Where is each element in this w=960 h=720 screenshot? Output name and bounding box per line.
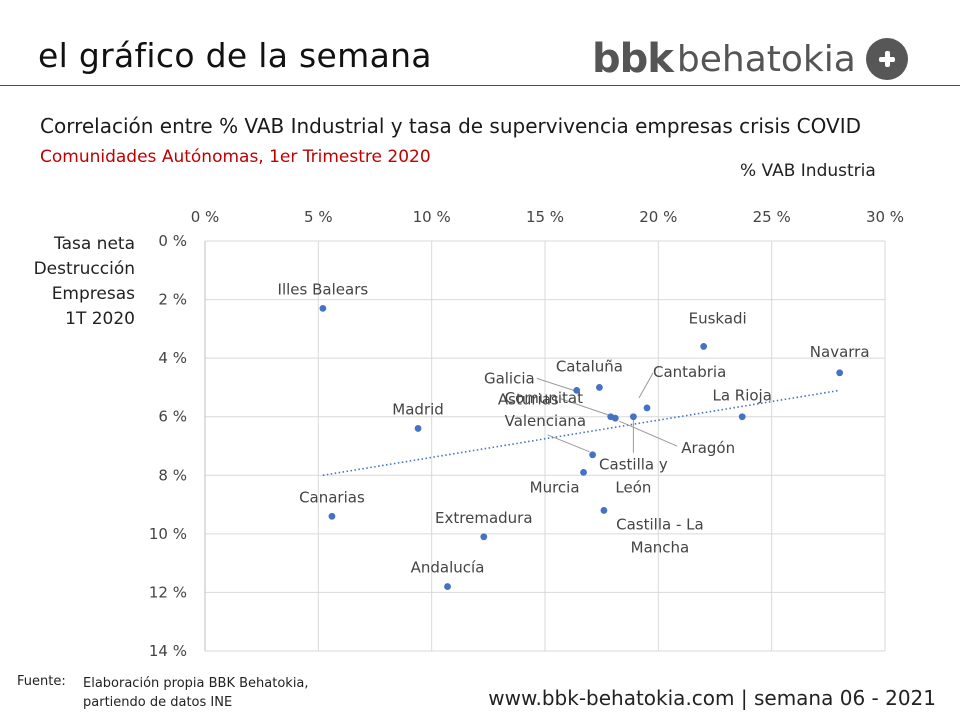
header-divider xyxy=(0,85,960,86)
data-label-line: Aragón xyxy=(681,439,735,457)
brand-name: behatokia xyxy=(676,38,856,80)
data-point xyxy=(414,425,422,432)
x-tick-label: 0 % xyxy=(191,208,220,226)
data-label: Andalucía xyxy=(411,559,485,577)
data-label-line: Comunitat xyxy=(505,389,584,407)
data-point xyxy=(836,369,844,377)
y-tick-label: 10 % xyxy=(149,525,187,543)
y-tick-label: 8 % xyxy=(158,466,187,484)
data-point xyxy=(580,468,587,476)
data-label-line: Madrid xyxy=(392,400,444,418)
page-title: el gráfico de la semana xyxy=(38,36,432,75)
data-label-line: León xyxy=(615,479,651,497)
data-point xyxy=(700,343,708,350)
x-axis-title: % VAB Industria xyxy=(740,161,876,181)
brand-bbk: bbk xyxy=(592,36,674,82)
data-label: Madrid xyxy=(392,400,444,418)
source-line-2: partiendo de datos INE xyxy=(83,695,233,710)
chart-subtitle: Comunidades Autónomas, 1er Trimestre 202… xyxy=(40,147,431,167)
data-label: La Rioja xyxy=(712,387,771,405)
data-label: Aragón xyxy=(681,439,735,457)
data-label-line: Castilla - La xyxy=(616,515,704,533)
data-label-line: Euskadi xyxy=(689,309,747,327)
data-label-line: Illes Balears xyxy=(278,280,369,298)
data-label-line: Canarias xyxy=(299,488,365,506)
data-label: Cataluña xyxy=(556,357,623,375)
y-tick-label: 4 % xyxy=(158,349,187,367)
chart-title: Correlación entre % VAB Industrial y tas… xyxy=(40,114,862,138)
label-leader xyxy=(547,434,590,453)
data-point xyxy=(643,404,651,412)
source-line-1: Elaboración propia BBK Behatokia, xyxy=(83,676,309,691)
data-point xyxy=(328,512,336,520)
source-label: Fuente: xyxy=(17,674,66,689)
data-label: Cantabria xyxy=(653,363,726,381)
trendline xyxy=(322,389,840,477)
y-tick-label: 0 % xyxy=(158,232,187,250)
y-axis-title: Tasa neta Destrucción Empresas 1T 2020 xyxy=(33,234,135,329)
data-label-line: Cataluña xyxy=(556,357,623,375)
data-point xyxy=(589,451,596,459)
data-label-line: Navarra xyxy=(810,343,870,361)
data-label-line: Andalucía xyxy=(411,559,485,577)
data-label: Castilla - La Mancha xyxy=(616,515,704,556)
data-label: Comunitat Valenciana xyxy=(505,389,586,430)
y-tick-label: 2 % xyxy=(158,291,187,309)
data-label: Euskadi xyxy=(689,309,747,327)
data-point xyxy=(480,533,488,541)
brand-logo: bbk behatokia xyxy=(592,34,908,84)
data-label-line: Castilla y xyxy=(599,456,668,474)
y-tick-label: 12 % xyxy=(149,583,187,601)
x-tick-label: 25 % xyxy=(753,208,791,226)
label-leader xyxy=(619,420,678,447)
data-label: Illes Balears xyxy=(278,280,369,298)
chart-ticks: 0 % 5 % 10 % 15 % 20 % 25 % 30 % 0 % 2 % 4 % 6 % 8 … xyxy=(149,208,904,660)
x-tick-label: 30 % xyxy=(866,208,904,226)
data-label: Galicia xyxy=(484,369,535,387)
data-label-line: Mancha xyxy=(631,538,690,556)
data-label: Canarias xyxy=(299,488,365,506)
data-label: Extremadura xyxy=(435,509,533,527)
data-label: Castilla y León xyxy=(599,456,668,497)
data-label-line: Murcia xyxy=(530,478,580,496)
chart-grid xyxy=(204,240,886,652)
label-leader xyxy=(560,398,608,416)
data-label-line: Extremadura xyxy=(435,509,533,527)
data-label-line: Galicia xyxy=(484,369,535,387)
data-point xyxy=(600,507,608,514)
x-tick-label: 20 % xyxy=(639,208,677,226)
data-label-line: La Rioja xyxy=(712,387,771,405)
data-point xyxy=(573,386,581,394)
x-tick-label: 10 % xyxy=(413,208,451,226)
data-point xyxy=(630,413,637,421)
x-tick-label: 5 % xyxy=(304,208,333,226)
label-leaders xyxy=(536,372,678,453)
data-labels: Illes Balears Euskadi Navarra Cataluña Galic… xyxy=(278,280,870,576)
data-label-line: Asturias xyxy=(498,391,559,409)
x-tick-label: 15 % xyxy=(526,208,564,226)
trendline-path xyxy=(322,389,840,477)
plus-icon xyxy=(865,38,908,80)
data-label: Navarra xyxy=(810,343,870,361)
y-tick-label: 6 % xyxy=(158,408,187,426)
label-leader xyxy=(536,377,574,391)
data-label-line: Valenciana xyxy=(505,412,586,430)
y-tick-label: 14 % xyxy=(149,642,187,660)
data-point xyxy=(596,384,603,391)
data-point xyxy=(611,414,619,422)
data-point xyxy=(738,413,746,421)
footer-site: www.bbk-behatokia.com | semana 06 - 2021 xyxy=(488,686,936,710)
label-leader xyxy=(638,372,654,399)
data-points xyxy=(319,304,844,590)
source-text: Elaboración propia BBK Behatokia, partie… xyxy=(83,674,383,712)
data-label: Asturias xyxy=(498,391,559,409)
data-point xyxy=(444,583,451,590)
data-label-line: Cantabria xyxy=(653,363,726,381)
data-label: Murcia xyxy=(530,478,580,496)
data-point xyxy=(319,304,327,312)
